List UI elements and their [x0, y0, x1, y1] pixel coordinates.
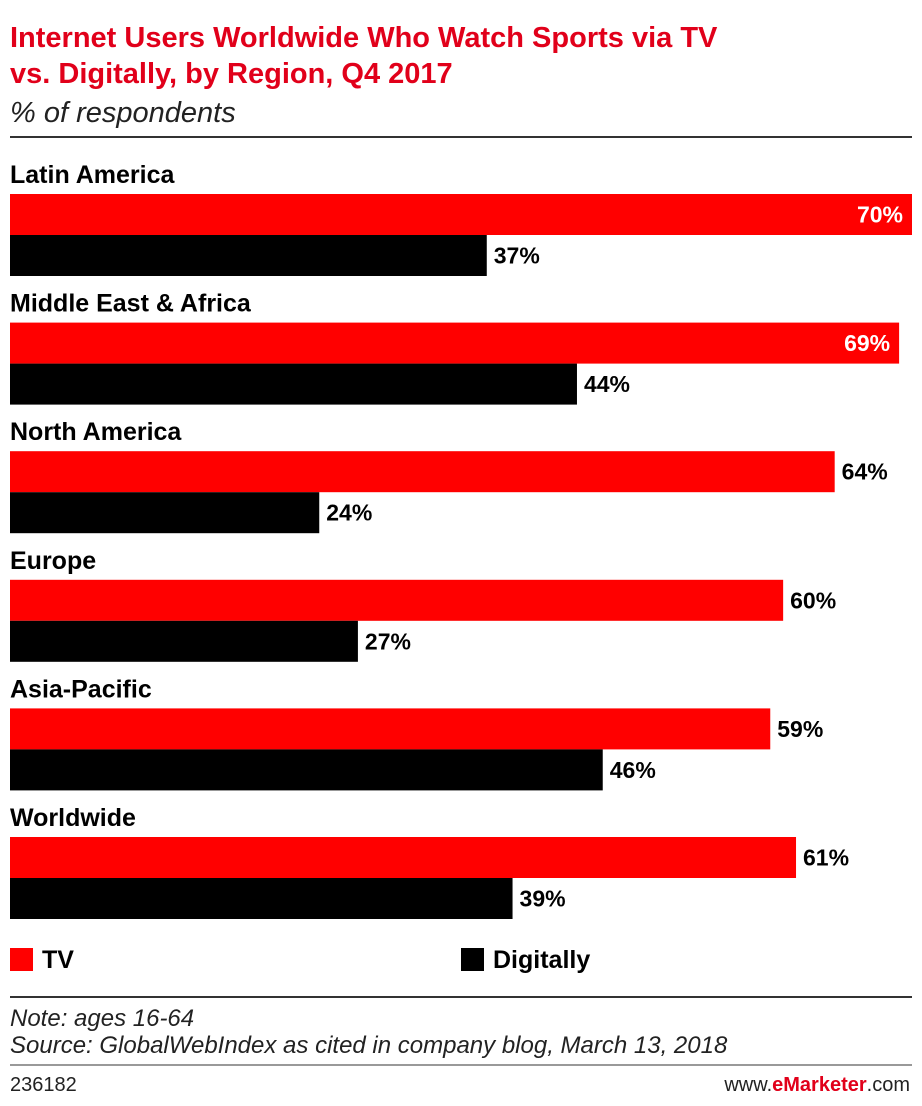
value-label-tv-worldwide: 61% — [803, 845, 849, 871]
legend: TV Digitally — [10, 946, 590, 974]
value-label-digitally-middle-east-africa: 44% — [584, 371, 630, 397]
value-label-tv-europe: 60% — [790, 587, 836, 613]
bar-digitally-middle-east-africa — [10, 363, 577, 405]
value-label-tv-north-america: 64% — [842, 459, 888, 485]
bar-digitally-worldwide — [10, 878, 513, 919]
value-label-digitally-europe: 27% — [365, 628, 411, 654]
bar-tv-middle-east-africa — [10, 322, 900, 364]
legend-swatch-tv — [10, 948, 33, 971]
bar-tv-worldwide — [10, 837, 797, 878]
category-label-europe: Europe — [10, 547, 96, 575]
source-text: Source: GlobalWebIndex as cited in compa… — [10, 1032, 728, 1059]
site-prefix: www. — [723, 1074, 772, 1096]
bar-tv-europe — [10, 579, 784, 621]
value-label-digitally-worldwide: 39% — [520, 886, 566, 912]
legend-label-digitally: Digitally — [493, 946, 590, 974]
category-label-latin-america: Latin America — [10, 161, 176, 189]
chart-title-line2: vs. Digitally, by Region, Q4 2017 — [10, 58, 453, 90]
value-label-digitally-latin-america: 37% — [494, 243, 540, 269]
legend-label-tv: TV — [42, 946, 74, 974]
bar-tv-asia-pacific — [10, 708, 771, 750]
site-suffix: .com — [867, 1074, 910, 1096]
value-label-digitally-asia-pacific: 46% — [610, 757, 656, 783]
category-label-asia-pacific: Asia-Pacific — [10, 675, 152, 703]
bar-digitally-asia-pacific — [10, 749, 603, 791]
category-label-worldwide: Worldwide — [10, 804, 136, 832]
bar-tv-north-america — [10, 451, 835, 493]
bar-tv-latin-america — [10, 194, 912, 235]
site-brand: eMarketer — [772, 1074, 867, 1096]
value-label-tv-middle-east-africa: 69% — [844, 330, 890, 356]
legend-swatch-digitally — [461, 948, 484, 971]
note-text: Note: ages 16-64 — [10, 1005, 194, 1032]
bar-digitally-latin-america — [10, 235, 487, 276]
value-label-tv-latin-america: 70% — [857, 202, 903, 228]
site-credit: www.eMarketer.com — [723, 1074, 910, 1096]
value-label-digitally-north-america: 24% — [326, 500, 372, 526]
chart-id: 236182 — [10, 1074, 77, 1096]
chart-title-line1: Internet Users Worldwide Who Watch Sport… — [10, 22, 718, 54]
bar-digitally-north-america — [10, 492, 320, 534]
bars-group: Latin America 70% 37% Middle East & Africa 6… — [10, 161, 912, 919]
bar-digitally-europe — [10, 620, 358, 662]
category-label-north-america: North America — [10, 418, 182, 446]
value-label-tv-asia-pacific: 59% — [777, 716, 823, 742]
category-label-middle-east-africa: Middle East & Africa — [10, 290, 252, 318]
chart-subtitle: % of respondents — [10, 97, 236, 129]
